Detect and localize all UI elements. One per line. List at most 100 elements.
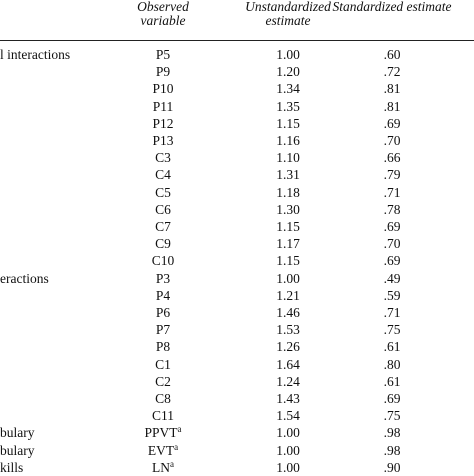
standardized-estimate: .69 — [383, 219, 401, 234]
observed-variable: C6 — [123, 202, 203, 218]
standardized-estimate: .79 — [383, 167, 401, 183]
unstandardized-estimate: 1.31 — [276, 167, 300, 183]
observed-variable: C4 — [123, 167, 203, 183]
standardized-estimate: .61 — [383, 339, 401, 355]
variable-name: P3 — [155, 270, 171, 286]
column-header: Observed variable — [137, 0, 189, 28]
standardized-estimate: .70 — [383, 133, 401, 148]
variable-name: C10 — [151, 253, 175, 269]
standardized-estimate: .66 — [383, 150, 401, 166]
observed-variable: C8 — [123, 391, 203, 407]
unstandardized-estimate: 1.64 — [276, 356, 300, 372]
observed-variable: P11 — [123, 99, 203, 115]
observed-variable: P5 — [123, 47, 203, 63]
unstandardized-estimate: 1.53 — [276, 322, 300, 338]
group-label: l interactions — [0, 47, 71, 62]
footnote-mark: a — [177, 424, 182, 435]
unstandardized-estimate: 1.30 — [276, 201, 300, 217]
header-rule — [0, 40, 474, 41]
variable-name: C3 — [155, 150, 171, 166]
observed-variable: P3 — [123, 271, 203, 287]
standardized-estimate: .72 — [383, 64, 401, 80]
standardized-estimate: .59 — [383, 287, 401, 303]
unstandardized-estimate: 1.00 — [276, 425, 300, 441]
variable-name: P5 — [155, 47, 171, 62]
observed-variable: C3 — [123, 150, 203, 166]
standardized-estimate: .71 — [383, 184, 401, 200]
observed-variable: P8 — [123, 339, 203, 355]
standardized-estimate: .70 — [383, 236, 401, 252]
observed-variable: C10 — [123, 253, 203, 269]
standardized-estimate: .49 — [383, 270, 401, 286]
variable-name: LN — [152, 459, 170, 475]
group-label: kills — [0, 459, 24, 475]
variable-name: P11 — [152, 98, 174, 114]
unstandardized-estimate: 1.24 — [276, 373, 300, 389]
unstandardized-estimate: 1.15 — [276, 219, 300, 234]
observed-variable: P13 — [123, 133, 203, 149]
variable-name: C5 — [155, 184, 171, 200]
observed-variable: C5 — [123, 185, 203, 201]
variable-name: P10 — [152, 81, 174, 97]
unstandardized-estimate: 1.35 — [276, 98, 300, 114]
variable-name: P9 — [155, 64, 171, 80]
variable-name: P13 — [152, 133, 174, 148]
unstandardized-estimate: 1.00 — [276, 270, 300, 286]
variable-name: C2 — [155, 373, 171, 389]
variable-name: P4 — [155, 287, 171, 303]
unstandardized-estimate: 1.21 — [276, 287, 300, 303]
observed-variable: EVTa — [123, 441, 203, 459]
variable-name: C1 — [155, 356, 171, 372]
unstandardized-estimate: 1.20 — [276, 64, 300, 80]
observed-variable: P9 — [123, 64, 203, 80]
unstandardized-estimate: 1.46 — [276, 305, 300, 320]
unstandardized-estimate: 1.00 — [276, 442, 300, 458]
unstandardized-estimate: 1.15 — [276, 253, 300, 269]
standardized-estimate: .71 — [383, 305, 401, 320]
unstandardized-estimate: 1.18 — [276, 184, 300, 200]
observed-variable: P10 — [123, 81, 203, 97]
unstandardized-estimate: 1.26 — [276, 339, 300, 355]
variable-name: C11 — [151, 408, 174, 424]
variable-name: PPVT — [144, 425, 178, 441]
observed-variable: C1 — [123, 357, 203, 373]
observed-variable: P6 — [123, 305, 203, 321]
standardized-estimate: .78 — [383, 201, 401, 217]
unstandardized-estimate: 1.43 — [276, 391, 300, 406]
footnote-mark: a — [174, 441, 179, 452]
variable-name: C4 — [155, 167, 171, 183]
unstandardized-estimate: 1.00 — [276, 459, 300, 475]
standardized-estimate: .81 — [383, 98, 401, 114]
variable-name: P8 — [155, 339, 171, 355]
standardized-estimate: .98 — [383, 425, 401, 441]
unstandardized-estimate: 1.15 — [276, 115, 300, 131]
column-header: Standardized estimate — [332, 0, 452, 14]
unstandardized-estimate: 1.54 — [276, 408, 300, 424]
group-label: bulary — [0, 442, 35, 458]
unstandardized-estimate: 1.17 — [276, 236, 300, 252]
group-label: bulary — [0, 425, 35, 441]
observed-variable: C9 — [123, 236, 203, 252]
observed-variable: P4 — [123, 288, 203, 304]
standardized-estimate: .61 — [383, 373, 401, 389]
observed-variable: P12 — [123, 116, 203, 132]
standardized-estimate: .69 — [383, 391, 401, 406]
group-label: eractions — [0, 270, 49, 286]
variable-name: C8 — [155, 391, 171, 406]
standardized-estimate: .80 — [383, 356, 401, 372]
observed-variable: LNa — [123, 458, 203, 476]
observed-variable: C2 — [123, 374, 203, 390]
standardized-estimate: .75 — [383, 322, 401, 338]
standardized-estimate: .90 — [383, 459, 401, 475]
standardized-estimate: .98 — [383, 442, 401, 458]
standardized-estimate: .60 — [383, 47, 401, 62]
observed-variable: P7 — [123, 322, 203, 338]
variable-name: P6 — [155, 305, 171, 320]
observed-variable: C11 — [123, 408, 203, 424]
footnote-mark: a — [170, 458, 174, 469]
unstandardized-estimate: 1.10 — [276, 150, 300, 166]
observed-variable: C7 — [123, 219, 203, 235]
column-header: Unstandardized estimate — [245, 0, 331, 28]
unstandardized-estimate: 1.34 — [276, 81, 300, 97]
